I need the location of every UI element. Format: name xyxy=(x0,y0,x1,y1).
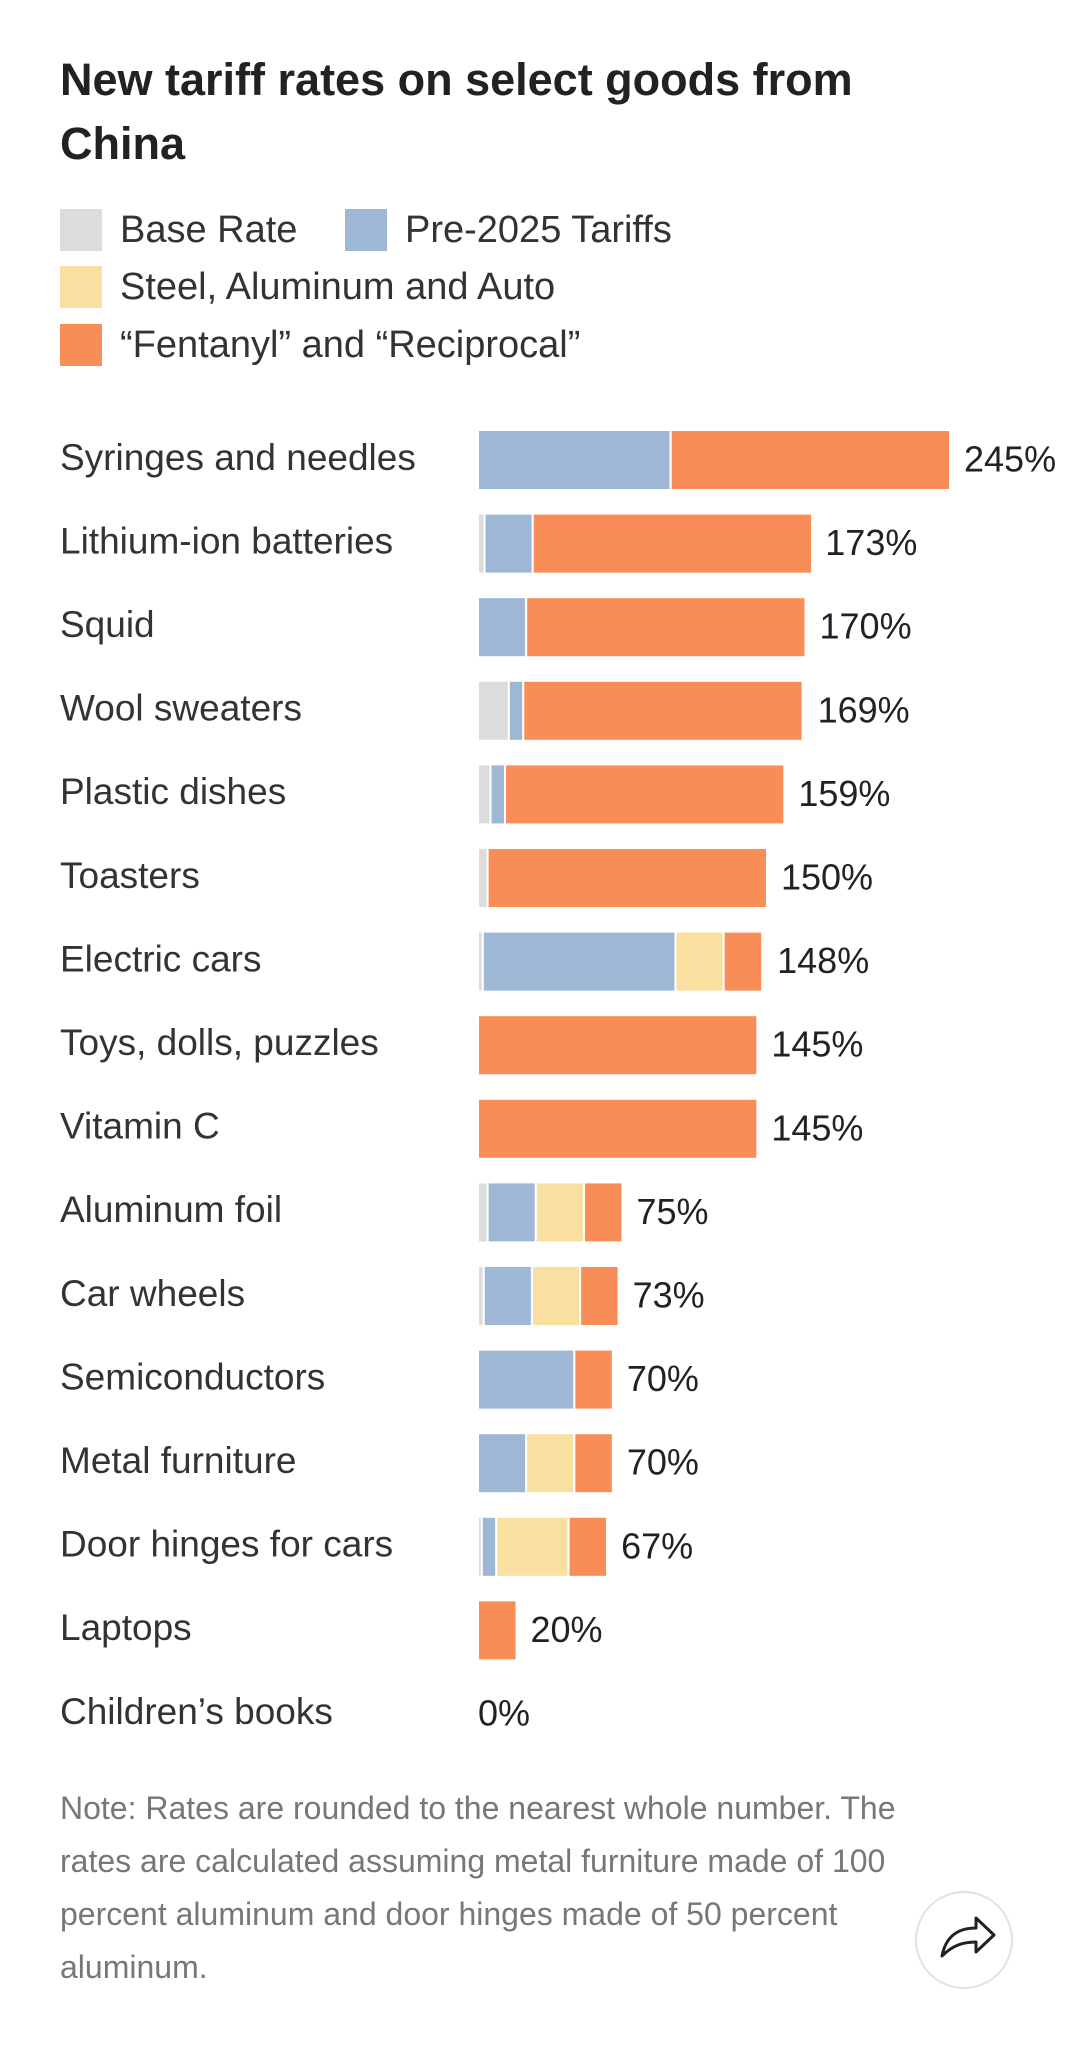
legend-swatch xyxy=(60,266,102,308)
bar-segment xyxy=(495,1515,570,1578)
total-label: 73% xyxy=(633,1275,705,1316)
total-label: 0% xyxy=(478,1693,530,1734)
category-label: Door hinges for cars xyxy=(60,1524,393,1565)
bar-segment xyxy=(579,1265,620,1327)
bar-segment xyxy=(477,1599,518,1662)
note: Note: Rates are rounded to the nearest w… xyxy=(60,1790,896,1985)
bar-segment xyxy=(525,596,807,659)
bar-segment xyxy=(722,930,764,993)
bar-segment xyxy=(477,763,492,826)
bar-segment xyxy=(477,596,528,659)
category-label: Electric cars xyxy=(60,938,261,979)
total-label: 67% xyxy=(621,1525,693,1566)
bar-segment xyxy=(482,1265,533,1327)
total-label: 173% xyxy=(825,522,917,563)
category-label: Toasters xyxy=(60,855,200,896)
category-label: Car wheels xyxy=(60,1273,245,1314)
bar-segment xyxy=(477,1432,528,1495)
bar-segment xyxy=(534,1181,585,1244)
total-label: 159% xyxy=(798,773,890,814)
bar-segment xyxy=(503,763,786,826)
bar-segment xyxy=(486,847,768,909)
legend-label: Base Rate xyxy=(120,209,297,251)
total-label: 75% xyxy=(636,1191,708,1232)
total-label: 170% xyxy=(820,606,912,647)
bar-segment xyxy=(477,847,489,909)
bar-segment xyxy=(674,930,725,993)
share-button[interactable] xyxy=(915,1891,1013,1989)
bar-segment xyxy=(481,930,677,993)
legend-swatch xyxy=(60,324,102,366)
category-label: Syringes and needles xyxy=(60,437,416,478)
total-label: 145% xyxy=(771,1107,863,1148)
category-label: Laptops xyxy=(60,1607,192,1648)
bar-segment xyxy=(486,1181,537,1244)
legend-label: “Fentanyl” and “Reciprocal” xyxy=(120,324,580,366)
category-label: Plastic dishes xyxy=(60,771,286,812)
category-label: Squid xyxy=(60,604,155,645)
legend-label: Pre-2025 Tariffs xyxy=(405,209,672,251)
total-label: 169% xyxy=(818,689,910,730)
category-label: Aluminum foil xyxy=(60,1189,282,1230)
category-label: Vitamin C xyxy=(60,1106,220,1147)
bar-segment xyxy=(525,1432,576,1495)
bar-segment xyxy=(477,679,510,742)
category-label: Toys, dolls, puzzles xyxy=(60,1022,379,1063)
total-label: 70% xyxy=(627,1358,699,1399)
total-label: 148% xyxy=(777,940,869,981)
total-label: 150% xyxy=(781,857,873,898)
bar-segment xyxy=(567,1515,609,1578)
category-label: Lithium-ion batteries xyxy=(60,520,393,561)
bar-segment xyxy=(480,1515,498,1578)
category-label: Wool sweaters xyxy=(60,688,302,729)
category-label: Metal furniture xyxy=(60,1440,297,1481)
bar-segment xyxy=(531,512,814,575)
total-label: 20% xyxy=(531,1609,603,1650)
bar-segment xyxy=(530,1265,582,1327)
bar-segment xyxy=(477,1181,489,1244)
legend-swatch xyxy=(60,209,102,251)
bar-segment xyxy=(477,1348,576,1411)
bar-segment xyxy=(477,1014,759,1077)
legend-label: Steel, Aluminum and Auto xyxy=(120,266,555,308)
bar-segment xyxy=(477,1097,759,1160)
category-label: Semiconductors xyxy=(60,1356,325,1397)
bar-segment xyxy=(582,1181,624,1244)
bar-segment xyxy=(483,512,534,575)
total-label: 245% xyxy=(964,439,1056,480)
bar-segment xyxy=(669,429,951,491)
bar-segment xyxy=(489,763,506,826)
total-label: 70% xyxy=(627,1442,699,1483)
bar-segment xyxy=(573,1432,614,1495)
total-label: 145% xyxy=(771,1024,863,1065)
chart-title: New tariff rates on select goods from Ch… xyxy=(60,54,853,169)
bar-segment xyxy=(522,679,804,742)
bar-segment xyxy=(507,679,525,742)
bar-segment xyxy=(573,1348,614,1411)
category-label: Children’s books xyxy=(60,1691,333,1732)
legend-swatch xyxy=(345,209,387,251)
bar-segment xyxy=(477,429,672,491)
